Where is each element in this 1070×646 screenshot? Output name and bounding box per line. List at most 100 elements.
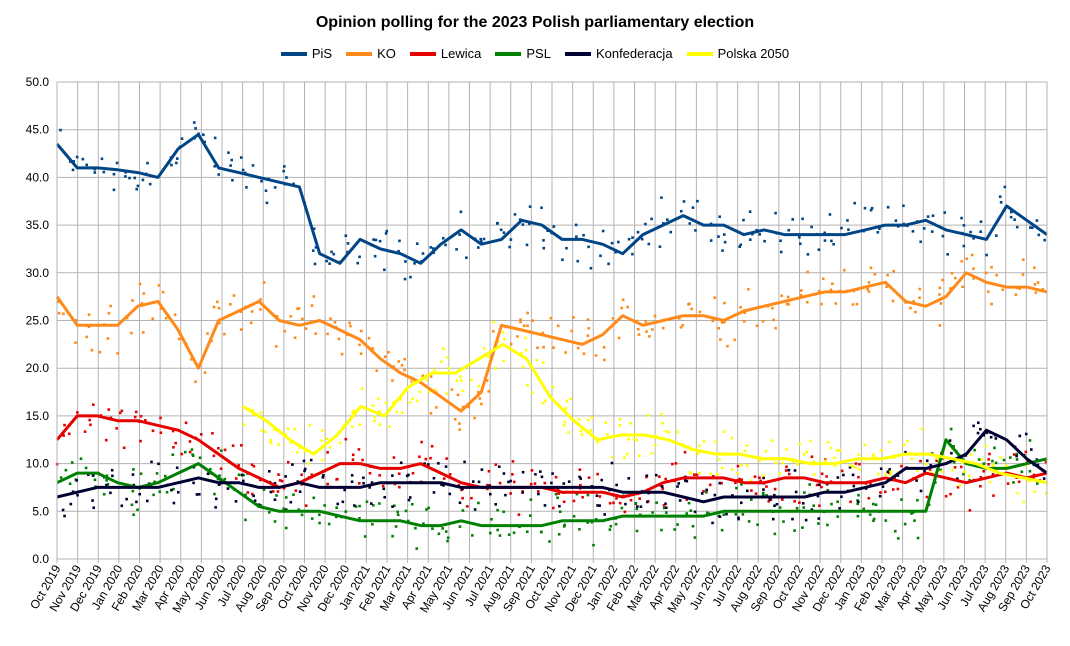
poll-point xyxy=(106,483,110,486)
poll-point xyxy=(556,487,560,491)
poll-point xyxy=(62,312,65,316)
poll-point xyxy=(445,392,449,395)
poll-point xyxy=(442,484,445,487)
legend-swatch xyxy=(346,51,373,56)
poll-point xyxy=(900,498,903,501)
poll-point xyxy=(842,473,845,477)
poll-point xyxy=(528,222,531,226)
poll-point xyxy=(373,254,377,258)
poll-point xyxy=(350,480,354,484)
poll-point xyxy=(518,218,522,221)
poll-point xyxy=(1037,233,1041,237)
poll-point xyxy=(424,457,428,461)
poll-point xyxy=(810,225,813,229)
poll-point xyxy=(374,238,378,242)
poll-point xyxy=(352,409,356,413)
poll-point xyxy=(509,492,512,495)
poll-point xyxy=(280,479,284,483)
poll-point xyxy=(589,266,593,270)
poll-point xyxy=(723,320,726,324)
poll-point xyxy=(326,482,329,486)
poll-point xyxy=(519,320,522,324)
legend-item: Lewica xyxy=(409,46,481,61)
poll-point xyxy=(321,476,325,479)
poll-point xyxy=(362,481,365,485)
poll-point xyxy=(273,186,277,189)
poll-point xyxy=(385,229,389,233)
poll-point xyxy=(924,462,928,466)
poll-point xyxy=(793,529,796,532)
poll-point xyxy=(759,479,762,483)
poll-point xyxy=(378,474,381,477)
poll-point xyxy=(806,270,809,274)
poll-point xyxy=(497,465,501,468)
poll-point xyxy=(822,277,825,281)
poll-point xyxy=(984,444,987,448)
poll-point xyxy=(107,311,111,315)
poll-point xyxy=(295,451,299,454)
poll-point xyxy=(303,469,306,473)
poll-point xyxy=(685,498,689,501)
poll-point xyxy=(817,522,820,525)
legend-swatch xyxy=(409,51,436,56)
poll-point xyxy=(723,301,726,305)
poll-point xyxy=(414,526,417,530)
poll-point xyxy=(139,414,143,418)
poll-point xyxy=(134,410,138,414)
poll-point xyxy=(498,481,502,485)
poll-point xyxy=(873,273,877,276)
poll-point xyxy=(781,461,785,465)
poll-point xyxy=(413,262,416,265)
poll-point xyxy=(216,300,219,304)
poll-point xyxy=(840,469,844,473)
poll-point xyxy=(377,410,381,413)
series-line xyxy=(56,428,1048,504)
poll-point xyxy=(919,240,923,244)
poll-point xyxy=(403,277,407,281)
poll-point xyxy=(698,471,701,475)
poll-point xyxy=(335,506,338,509)
poll-point xyxy=(840,226,843,230)
poll-point xyxy=(779,250,783,254)
poll-point xyxy=(120,504,124,508)
poll-point xyxy=(275,494,278,497)
poll-point xyxy=(502,510,505,514)
poll-point xyxy=(972,424,975,428)
poll-point xyxy=(488,531,492,535)
poll-point xyxy=(526,311,529,315)
poll-point xyxy=(142,331,145,334)
legend-label: Konfederacja xyxy=(595,46,673,61)
poll-point xyxy=(234,477,238,480)
poll-point xyxy=(421,374,425,378)
poll-point xyxy=(723,240,727,244)
poll-point xyxy=(310,517,314,520)
poll-point xyxy=(87,325,91,329)
poll-point xyxy=(678,499,682,502)
poll-point xyxy=(779,239,782,243)
poll-point xyxy=(304,504,308,507)
poll-point xyxy=(854,466,858,469)
poll-point xyxy=(91,474,95,477)
poll-point xyxy=(604,421,607,424)
poll-point xyxy=(638,497,642,500)
poll-point xyxy=(774,326,777,330)
poll-point xyxy=(542,361,545,365)
poll-point xyxy=(596,472,599,476)
poll-point xyxy=(85,335,88,339)
poll-point xyxy=(144,419,147,422)
poll-point xyxy=(931,214,935,217)
y-tick-label: 50.0 xyxy=(26,75,50,89)
poll-point xyxy=(580,433,584,436)
poll-point xyxy=(59,128,62,132)
poll-point xyxy=(369,502,373,505)
poll-point xyxy=(696,199,699,203)
poll-point xyxy=(511,460,515,463)
poll-point xyxy=(524,336,527,340)
poll-point xyxy=(190,448,194,451)
poll-point xyxy=(259,411,262,415)
poll-point xyxy=(88,418,91,422)
poll-point xyxy=(442,347,445,351)
poll-point xyxy=(1044,491,1048,495)
poll-point xyxy=(89,423,92,427)
poll-point xyxy=(702,440,706,443)
